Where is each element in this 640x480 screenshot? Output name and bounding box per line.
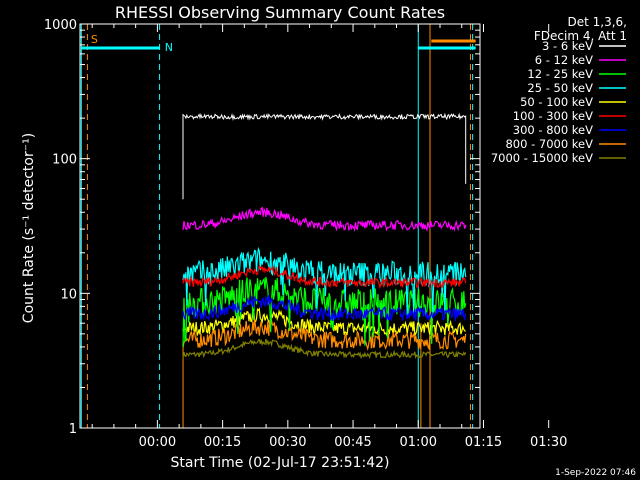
- x-tick-label: 00:15: [204, 435, 241, 450]
- legend-entry-label: 6 - 12 keV: [535, 53, 593, 67]
- legend-entry-label: 7000 - 15000 keV: [491, 151, 593, 165]
- x-tick-label: 00:00: [139, 435, 176, 450]
- axes-frame: [79, 23, 481, 429]
- chart-title: RHESSI Observing Summary Count Rates: [115, 3, 445, 22]
- series-trace: [182, 206, 467, 232]
- plot-frame: [79, 23, 481, 429]
- x-axis-label: Start Time (02-Jul-17 23:51:42): [170, 455, 389, 471]
- series-trace: [182, 318, 467, 352]
- legend-entry-label: 100 - 300 keV: [513, 109, 593, 123]
- y-tick-label: 100: [52, 153, 77, 168]
- series-trace: [182, 338, 467, 360]
- x-tick-label: 00:30: [269, 435, 306, 450]
- series-trace: [182, 307, 466, 338]
- x-tick-label: 00:45: [334, 435, 371, 450]
- x-tick-label: 01:00: [400, 435, 437, 450]
- y-tick-label: 10: [60, 287, 77, 302]
- legend-entry-label: 3 - 6 keV: [542, 39, 593, 53]
- x-tick-label: 01:30: [530, 435, 567, 450]
- series-trace: [182, 112, 467, 200]
- legend-entry-label: 300 - 800 keV: [513, 123, 593, 137]
- series-trace: [182, 276, 467, 347]
- legend-entry-label: 50 - 100 keV: [520, 95, 593, 109]
- y-tick-label: 1: [69, 422, 77, 437]
- timestamp: 1-Sep-2022 07:46: [555, 468, 636, 478]
- legend-header-line-2: FDecim 4, Att 1: [534, 29, 627, 43]
- series-trace: [182, 264, 467, 290]
- legend-header-line-1: Det 1,3,6,: [568, 15, 628, 29]
- axis-ticks: 00:00 00:15 00:30 00:45 01:00 01:15 01:30 1 10 10…: [44, 18, 568, 450]
- legend-entry-label: 800 - 7000 keV: [505, 137, 593, 151]
- night-flag-label: N: [165, 41, 173, 54]
- saa-flag-label: S: [91, 33, 98, 46]
- legend-entry-label: 25 - 50 keV: [527, 81, 593, 95]
- series-trace: [182, 294, 467, 322]
- y-tick-label: 1000: [44, 18, 77, 33]
- y-axis-label: Count Rate (s⁻¹ detector⁻¹): [21, 133, 37, 323]
- plot-area: SN: [80, 24, 476, 428]
- legend-entry-label: 12 - 25 keV: [527, 67, 593, 81]
- x-tick-label: 01:15: [465, 435, 502, 450]
